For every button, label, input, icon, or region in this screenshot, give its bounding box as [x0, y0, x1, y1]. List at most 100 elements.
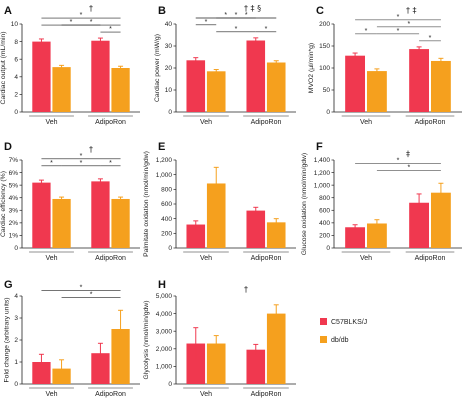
- y-tick-label: 400: [161, 216, 172, 223]
- y-tick-label: 200: [161, 231, 172, 238]
- y-tick-label: 3: [14, 315, 18, 322]
- y-tick-label: 200: [319, 233, 330, 240]
- y-tick-label: 200: [319, 21, 330, 28]
- y-tick-label: 1,200: [156, 157, 173, 164]
- significance-star: *: [109, 160, 112, 167]
- bar: [409, 49, 430, 112]
- bar: [52, 198, 71, 248]
- y-tick-label: 800: [161, 187, 172, 194]
- significance-star: *: [80, 12, 83, 19]
- x-category-label: AdipoRon: [415, 119, 446, 126]
- x-category-label: AdipoRon: [95, 255, 126, 262]
- significance-star: *: [397, 157, 400, 164]
- significance-symbol: †: [89, 4, 93, 13]
- y-tick-label: 5,000: [156, 293, 173, 300]
- y-tick-label: 1,000: [156, 172, 173, 179]
- x-category-label: Veh: [45, 391, 57, 398]
- significance-star: *: [224, 12, 227, 19]
- x-category-label: Veh: [200, 255, 212, 262]
- y-tick-label: 2: [14, 337, 18, 344]
- y-axis-title: Cardiac efficiency (%): [0, 171, 7, 237]
- significance-star: *: [80, 284, 83, 291]
- panel-label: H: [158, 279, 166, 291]
- y-tick-label: 0: [326, 245, 330, 252]
- panel-label: B: [158, 5, 166, 17]
- x-category-label: AdipoRon: [251, 119, 282, 126]
- y-tick-label: 2: [14, 92, 18, 99]
- y-tick-label: 5%: [9, 182, 19, 189]
- bar: [52, 67, 71, 112]
- x-category-label: AdipoRon: [251, 255, 282, 262]
- panel-label: E: [158, 141, 165, 153]
- legend-label: db/db: [331, 337, 349, 344]
- bar: [186, 60, 206, 112]
- panel-c: C 0 50 100 150 200 MVO2 (µl/min*g) Veh AdipoRon *…: [308, 5, 462, 126]
- y-tick-label: 400: [319, 220, 330, 227]
- panel-b: B 0 10 20 30 40 Cardiac power (mW/g) Veh AdipoRo…: [154, 4, 296, 126]
- significance-star: *: [80, 153, 83, 160]
- y-tick-label: 7%: [9, 157, 19, 164]
- y-tick-label: 2%: [9, 220, 19, 227]
- bar: [266, 62, 286, 112]
- x-category-label: AdipoRon: [95, 391, 126, 398]
- bar: [246, 40, 266, 112]
- y-tick-label: 3%: [9, 207, 19, 214]
- y-tick-label: 0: [168, 109, 172, 116]
- legend: C57BLKS/J db/db: [320, 318, 367, 344]
- panel-label: G: [4, 279, 13, 291]
- panel-label: A: [4, 5, 12, 17]
- significance-symbol: † ‡: [406, 6, 417, 15]
- y-tick-label: 40: [165, 21, 173, 28]
- y-tick-label: 600: [319, 207, 330, 214]
- bar: [91, 181, 110, 248]
- y-tick-label: 4: [14, 293, 18, 300]
- x-category-label: Veh: [45, 119, 57, 126]
- bar: [111, 198, 130, 248]
- significance-star: *: [109, 26, 112, 33]
- x-category-label: Veh: [360, 255, 372, 262]
- significance-star: *: [235, 26, 238, 33]
- panel-label: D: [4, 141, 12, 153]
- y-axis-title: Cardiac power (mW/g): [154, 34, 161, 102]
- y-tick-label: 0: [168, 381, 172, 388]
- bar: [266, 222, 286, 248]
- bar: [206, 343, 226, 384]
- significance-symbol: † ‡ §: [244, 4, 261, 13]
- panel-label: C: [316, 5, 324, 17]
- y-tick-label: 0: [14, 381, 18, 388]
- y-tick-label: 20: [165, 65, 173, 72]
- significance-symbol: †: [244, 285, 248, 294]
- significance-symbol: †: [89, 145, 93, 154]
- y-tick-label: 3,000: [156, 328, 173, 335]
- y-tick-label: 1,200: [314, 170, 331, 177]
- legend-swatch: [320, 336, 327, 343]
- bar: [266, 313, 286, 384]
- x-category-label: AdipoRon: [251, 391, 282, 398]
- significance-star: *: [50, 160, 53, 167]
- significance-star: *: [265, 26, 268, 33]
- panel-f: F 0 200 400 600 800 1,000 1,200 1,400 Glucose oxi…: [301, 141, 462, 262]
- bar: [246, 210, 266, 248]
- y-axis-title: Fold change (arbitrary units): [3, 298, 10, 383]
- bar: [91, 353, 110, 384]
- bar: [366, 223, 387, 248]
- bar: [91, 40, 110, 112]
- significance-star: *: [245, 12, 248, 19]
- significance-star: *: [397, 28, 400, 35]
- significance-star: *: [205, 19, 208, 26]
- bar: [345, 227, 366, 248]
- bar: [206, 183, 226, 248]
- y-tick-label: 600: [161, 201, 172, 208]
- significance-star: *: [235, 12, 238, 19]
- y-tick-label: 6%: [9, 170, 19, 177]
- y-tick-label: 0: [326, 109, 330, 116]
- legend-label: C57BLKS/J: [331, 319, 367, 326]
- y-tick-label: 8: [14, 39, 18, 46]
- bar: [409, 202, 430, 248]
- y-tick-label: 150: [319, 43, 330, 50]
- significance-star: *: [397, 14, 400, 21]
- significance-star: *: [70, 19, 73, 26]
- bar: [186, 224, 206, 248]
- y-tick-label: 1: [14, 359, 18, 366]
- significance-star: *: [365, 28, 368, 35]
